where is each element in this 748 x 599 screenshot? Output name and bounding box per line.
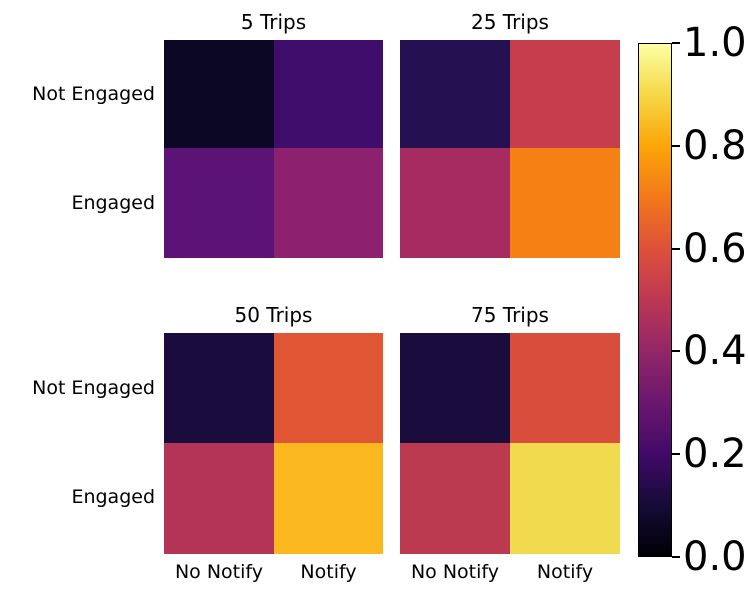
heatmap-cell-not-engaged-notify — [510, 333, 620, 443]
colorbar-tick-mark — [672, 248, 680, 250]
heatmap-25-trips — [400, 40, 620, 258]
row-label-not-engaged-top: Not Engaged — [32, 83, 155, 105]
subplot-title-5-trips: 5 Trips — [240, 10, 307, 34]
heatmap-5-trips — [164, 40, 383, 258]
col-label-no-notify-right: No Notify — [410, 561, 500, 583]
col-label-notify-left: Notify — [300, 561, 357, 583]
col-label-notify-right: Notify — [536, 561, 594, 583]
colorbar-tick-mark — [672, 453, 680, 455]
subplot-title-75-trips: 75 Trips — [471, 303, 549, 327]
heatmap-50-trips — [164, 333, 383, 554]
heatmap-cell-not-engaged-notify — [510, 40, 620, 148]
colorbar-tick-label: 0.8 — [683, 123, 747, 169]
colorbar-tick-label: 1.0 — [683, 20, 747, 66]
colorbar-tick-label: 0.4 — [683, 328, 747, 374]
colorbar-tick-mark — [672, 350, 680, 352]
heatmap-75-trips — [400, 333, 620, 554]
colorbar-tick-mark — [672, 42, 680, 44]
heatmap-cell-engaged-no-notify — [164, 443, 274, 554]
heatmap-cell-engaged-notify — [510, 443, 620, 554]
row-label-engaged-top: Engaged — [71, 192, 155, 214]
heatmap-cell-engaged-notify — [510, 148, 620, 258]
subplot-title-50-trips: 50 Trips — [234, 303, 313, 327]
heatmap-cell-engaged-notify — [274, 148, 383, 258]
row-label-not-engaged-bottom: Not Engaged — [32, 377, 155, 399]
heatmap-cell-not-engaged-no-notify — [400, 40, 510, 148]
heatmap-cell-not-engaged-no-notify — [400, 333, 510, 443]
colorbar-tick-mark — [672, 556, 680, 558]
subplot-title-25-trips: 25 Trips — [471, 10, 549, 34]
colorbar-tick-label: 0.0 — [683, 534, 747, 580]
heatmap-cell-not-engaged-no-notify — [164, 333, 274, 443]
heatmap-cell-not-engaged-notify — [274, 333, 383, 443]
colorbar-tick-label: 0.6 — [683, 226, 747, 272]
col-label-no-notify-left: No Notify — [174, 561, 264, 583]
heatmap-cell-engaged-no-notify — [164, 148, 274, 258]
row-label-engaged-bottom: Engaged — [71, 486, 155, 508]
heatmap-cell-not-engaged-notify — [274, 40, 383, 148]
heatmap-cell-engaged-no-notify — [400, 443, 510, 554]
colorbar-tick-label: 0.2 — [683, 431, 747, 477]
heatmap-cell-not-engaged-no-notify — [164, 40, 274, 148]
colorbar — [638, 43, 672, 557]
heatmap-cell-engaged-no-notify — [400, 148, 510, 258]
colorbar-tick-mark — [672, 145, 680, 147]
heatmap-cell-engaged-notify — [274, 443, 383, 554]
